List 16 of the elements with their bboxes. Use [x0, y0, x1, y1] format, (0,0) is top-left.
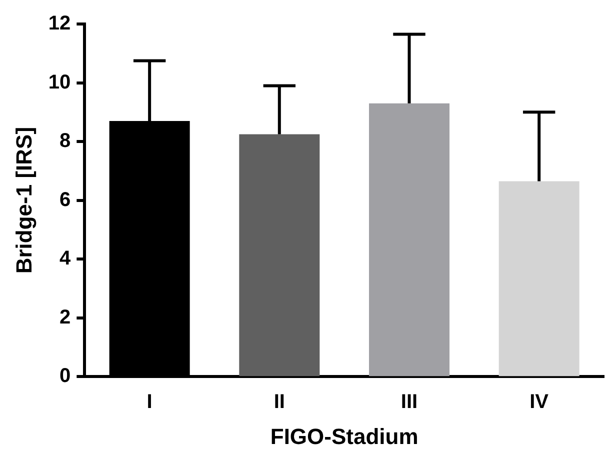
y-tick-label: 0 [60, 365, 71, 388]
y-tick-label: 12 [48, 12, 71, 35]
x-axis-title: FIGO-Stadium [270, 424, 418, 449]
y-tick-label: 2 [60, 306, 71, 328]
x-tick-label: IV [530, 391, 550, 414]
x-tick-label: II [274, 391, 285, 414]
y-tick-label: 8 [60, 130, 71, 152]
bar [368, 103, 450, 376]
y-tick-label: 4 [60, 248, 72, 270]
x-tick-label: I [146, 391, 152, 414]
bar [239, 134, 320, 376]
bar [498, 181, 580, 376]
y-axis-title: Bridge-1 [IRS] [11, 126, 36, 274]
x-tick-label: III [400, 391, 418, 414]
y-tick-label: 6 [60, 188, 71, 211]
y-tick-label: 10 [48, 71, 71, 94]
